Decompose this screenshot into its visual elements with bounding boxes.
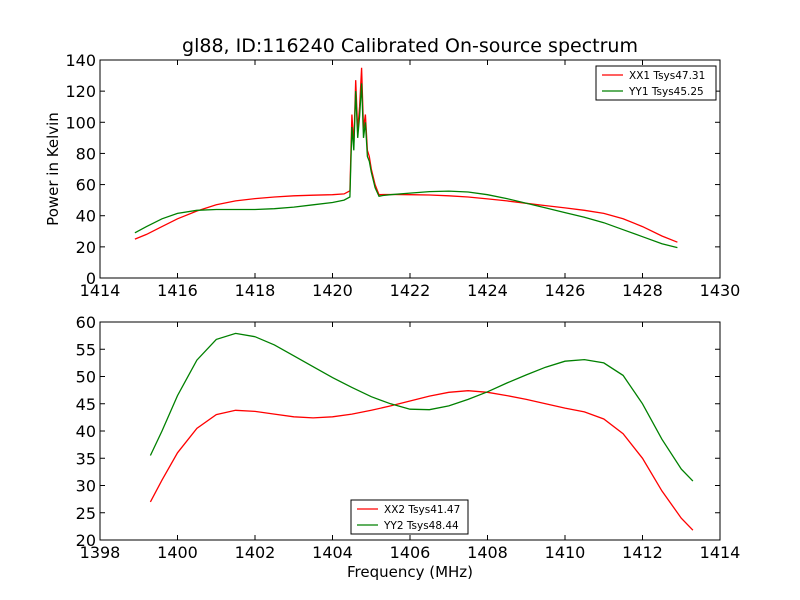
y-tick-label: 35 (76, 449, 96, 468)
x-tick-label: 1424 (467, 281, 508, 300)
x-tick-label: 1400 (157, 543, 198, 562)
y-tick-label: 20 (76, 531, 96, 550)
legend-box (595, 65, 717, 101)
y-tick-label: 30 (76, 477, 96, 496)
y-tick-label: 60 (76, 176, 96, 195)
y-tick-label: 120 (65, 82, 96, 101)
x-tick-label: 1412 (622, 543, 663, 562)
y-tick-label: 40 (76, 207, 96, 226)
series-line-2 (149, 332, 694, 482)
x-tick-label: 1404 (312, 543, 353, 562)
x-tick-label: 1402 (235, 543, 276, 562)
x-tick-label: 1414 (80, 281, 121, 300)
x-tick-label: 1422 (390, 281, 431, 300)
x-tick-label: 1428 (622, 281, 663, 300)
series-line-1 (149, 390, 694, 531)
legend-label: YY1 Tsys45.25 (628, 86, 704, 98)
x-tick-label: 1406 (390, 543, 431, 562)
y-tick-label: 20 (76, 238, 96, 257)
x-tick-label: 1416 (157, 281, 198, 300)
x-tick-label: 1398 (80, 543, 121, 562)
chart-panel-1: gl88, ID:116240 Calibrated On-source spe… (44, 35, 740, 300)
x-tick-label: 1414 (700, 543, 741, 562)
series-line-2 (134, 83, 678, 249)
y-tick-label: 140 (65, 51, 96, 70)
x-tick-label: 1420 (312, 281, 353, 300)
y-tick-label: 100 (65, 113, 96, 132)
chart-panel-2: 1398 1400 1402 1404 1406 1408 1410 1412 1414 20 25… (76, 313, 741, 581)
y-tick-label: 55 (76, 340, 96, 359)
y-axis-label: Power in Kelvin (44, 112, 62, 226)
y-tick-label: 0 (86, 269, 96, 288)
y-tick-label: 80 (76, 144, 96, 163)
y-tick-label: 40 (76, 422, 96, 441)
chart-title: gl88, ID:116240 Calibrated On-source spe… (182, 35, 638, 57)
y-tick-label: 25 (76, 504, 96, 523)
y-tick-label: 60 (76, 313, 96, 332)
y-tick-label: 45 (76, 395, 96, 414)
y-tick-label: 50 (76, 368, 96, 387)
x-axis-label: Frequency (MHz) (347, 563, 473, 581)
x-tick-label: 1408 (467, 543, 508, 562)
legend: XX1 Tsys47.31 YY1 Tsys45.25 (595, 65, 717, 101)
x-tick-label: 1418 (235, 281, 276, 300)
x-tick-label: 1426 (545, 281, 586, 300)
x-tick-label: 1430 (700, 281, 741, 300)
legend-label: XX2 Tsys41.47 (384, 504, 460, 516)
legend-box (350, 499, 469, 535)
legend: XX2 Tsys41.47 YY2 Tsys48.44 (350, 499, 469, 535)
x-tick-label: 1410 (545, 543, 586, 562)
legend-label: XX1 Tsys47.31 (629, 70, 705, 82)
legend-label: YY2 Tsys48.44 (383, 520, 459, 532)
